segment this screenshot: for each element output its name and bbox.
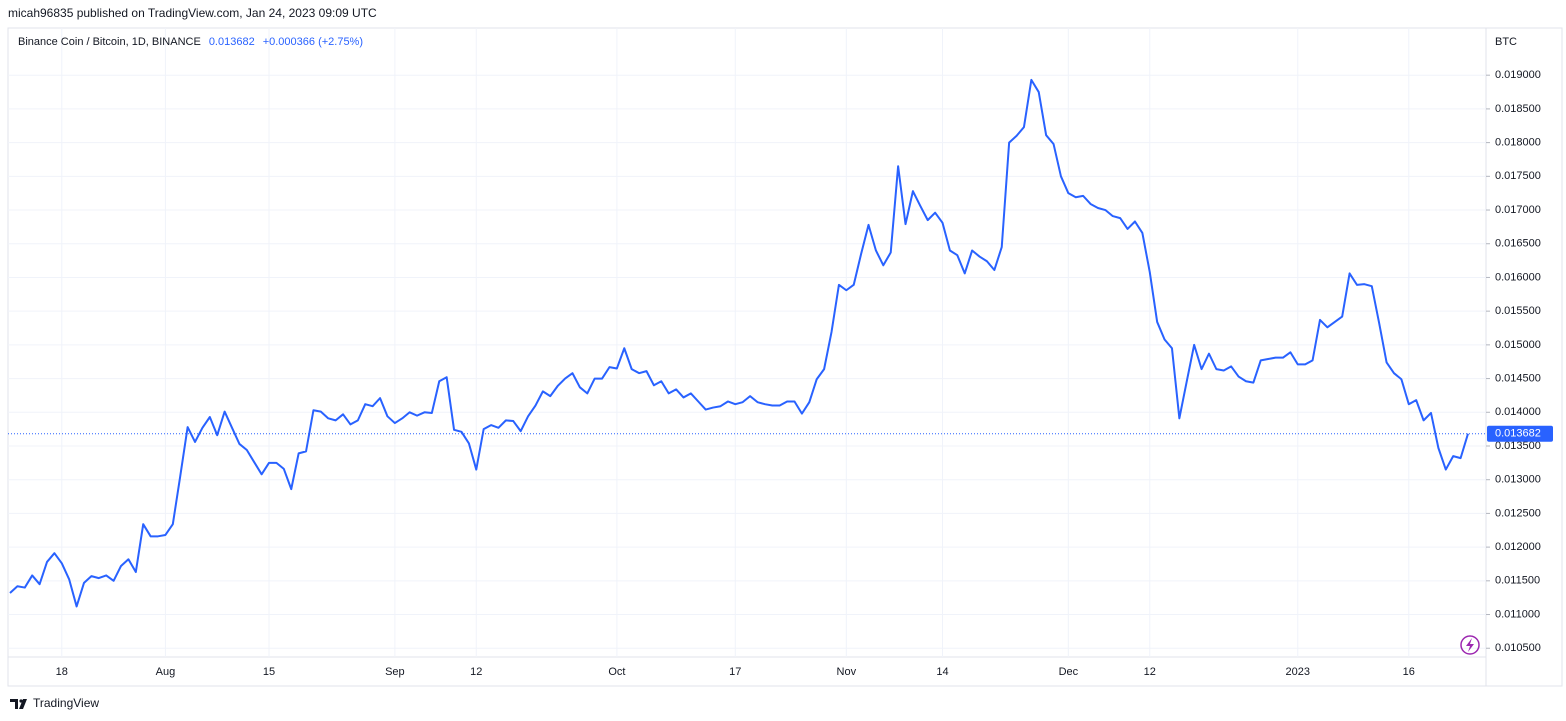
grid <box>8 28 1486 657</box>
price-axis-unit: BTC <box>1495 36 1517 48</box>
y-tick-label: 0.014500 <box>1495 372 1541 384</box>
y-tick-label: 0.015500 <box>1495 305 1541 317</box>
price-line <box>9 78 1469 608</box>
y-tick-label: 0.011000 <box>1495 608 1540 620</box>
y-tick-label: 0.016500 <box>1495 238 1541 250</box>
publish-header: micah96835 published on TradingView.com,… <box>8 6 377 20</box>
last-price: 0.013682 <box>209 36 255 48</box>
tradingview-logo <box>10 699 27 709</box>
x-tick-label: Aug <box>156 666 176 678</box>
y-tick-label: 0.013500 <box>1495 440 1541 452</box>
x-tick-label: 12 <box>470 666 482 678</box>
x-tick-label: 12 <box>1144 666 1156 678</box>
y-tick-label: 0.018000 <box>1495 137 1541 149</box>
x-tick-label: 2023 <box>1286 666 1310 678</box>
y-tick-label: 0.012000 <box>1495 541 1541 553</box>
y-tick-label: 0.017500 <box>1495 170 1541 182</box>
x-tick-label: Sep <box>385 666 405 678</box>
y-tick-label: 0.015000 <box>1495 339 1541 351</box>
x-tick-label: Dec <box>1059 666 1079 678</box>
price-change: +0.000366 (+2.75%) <box>263 36 363 48</box>
last-price-tag <box>1487 425 1553 442</box>
x-tick-label: Oct <box>608 666 625 678</box>
y-tick-label: 0.012500 <box>1495 507 1541 519</box>
x-tick-label: 18 <box>56 666 68 678</box>
y-tick-label: 0.014000 <box>1495 406 1541 418</box>
y-tick-label: 0.017000 <box>1495 204 1541 216</box>
y-tick-label: 0.019000 <box>1495 69 1541 81</box>
x-tick-label: 17 <box>729 666 741 678</box>
symbol-title: Binance Coin / Bitcoin, 1D, BINANCE <box>18 36 201 48</box>
y-tick-label: 0.018500 <box>1495 103 1541 115</box>
x-tick-label: 14 <box>936 666 948 678</box>
y-tick-label: 0.011500 <box>1495 575 1540 587</box>
alert-icon <box>1460 635 1480 655</box>
x-tick-label: Nov <box>837 666 857 678</box>
x-tick-label: 15 <box>263 666 275 678</box>
footer-brand: TradingView <box>33 696 99 710</box>
last-price-label: 0.013682 <box>1495 428 1541 440</box>
chart-frame <box>7 27 1563 687</box>
y-tick-label: 0.013000 <box>1495 474 1541 486</box>
plot <box>8 78 1486 608</box>
legend: Binance Coin / Bitcoin, 1D, BINANCE 0.013… <box>18 36 363 48</box>
y-tick-label: 0.010500 <box>1495 642 1541 654</box>
y-tick-label: 0.016000 <box>1495 271 1541 283</box>
x-tick-label: 16 <box>1403 666 1415 678</box>
